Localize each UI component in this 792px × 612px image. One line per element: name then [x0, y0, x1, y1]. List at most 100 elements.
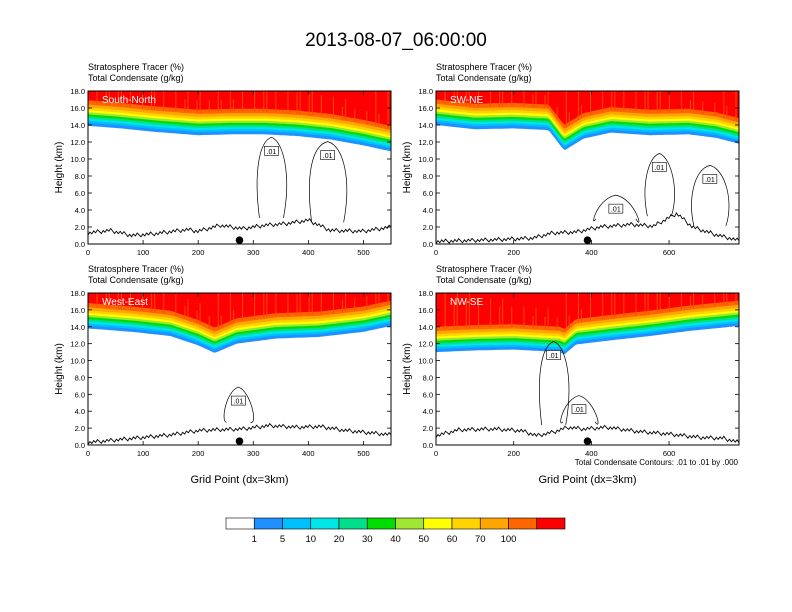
y-tick-label: 16.0 — [70, 306, 85, 315]
colorbar-label: 70 — [475, 534, 486, 545]
x-tick-label: 0 — [86, 449, 90, 458]
y-tick-label: 10.0 — [418, 357, 433, 366]
y-tick-label: 14.0 — [418, 323, 433, 332]
y-tick-label: 0.0 — [75, 240, 85, 249]
plot-frame — [87, 292, 392, 446]
left-title: Stratosphere Tracer (%) — [88, 264, 184, 274]
y-tick-label: 12.0 — [70, 138, 85, 147]
y-tick-label: 6.0 — [75, 189, 85, 198]
terrain-line — [88, 217, 391, 238]
y-tick-label: 8.0 — [75, 172, 85, 181]
y-tick-label: 6.0 — [75, 390, 85, 399]
x-axis-label: Grid Point (dx=3km) — [190, 474, 288, 486]
condensate-contour — [644, 153, 675, 217]
x-tick-label: 300 — [247, 449, 260, 458]
contour-label-box — [264, 146, 279, 156]
colorbar-swatch — [366, 517, 396, 530]
y-tick-label: 18.0 — [70, 87, 85, 96]
panel-sw-ne: .01 .01 .01 SW-NE Stratosphere Tracer (%)Tot… — [402, 62, 740, 257]
left-title: Stratosphere Tracer (%) — [436, 62, 532, 72]
panel-west-east: .01 West-East Stratosphere Tracer (%)Total… — [54, 264, 392, 486]
y-tick-label: 0.0 — [423, 441, 433, 450]
y-tick-label: 14.0 — [418, 121, 433, 130]
colorbar-swatch — [253, 517, 283, 530]
contour-label: .01 — [654, 165, 664, 172]
plot-area: .01 — [88, 293, 391, 445]
site-marker — [583, 437, 592, 445]
contour-label: .01 — [234, 399, 244, 406]
contour-label-box — [702, 174, 718, 184]
colorbar-swatch — [282, 517, 312, 530]
x-tick-label: 200 — [192, 449, 205, 458]
x-tick-label: 0 — [434, 449, 438, 458]
panel-label: NW-SE — [450, 297, 483, 308]
left-title: Stratosphere Tracer (%) — [88, 62, 184, 72]
y-tick-label: 0.0 — [423, 240, 433, 249]
colorbar-swatch — [225, 517, 255, 530]
plot-frame — [435, 292, 740, 446]
x-tick-label: 0 — [434, 248, 438, 257]
plot-frame — [87, 90, 392, 245]
y-tick-label: 8.0 — [423, 172, 433, 181]
y-tick-label: 18.0 — [418, 289, 433, 298]
condensate-contour — [539, 341, 570, 426]
panel-label: South-North — [102, 95, 156, 106]
plot-frame — [435, 90, 740, 245]
contour-label-box — [231, 395, 246, 406]
x-tick-label: 500 — [357, 449, 370, 458]
contour-label: .01 — [549, 353, 559, 360]
left-subtitle: Total Condensate (g/kg) — [436, 73, 532, 83]
left-subtitle: Total Condensate (g/kg) — [88, 275, 184, 285]
colorbar-label: 30 — [362, 534, 373, 545]
site-marker — [235, 437, 244, 445]
colorbar-swatch — [536, 517, 566, 530]
x-tick-label: 100 — [137, 248, 150, 257]
y-axis-label: Height (km) — [402, 343, 413, 395]
panels-group: .01 .01 South-North Stratosphere Tracer (%)… — [54, 62, 740, 486]
colorbar-swatch — [310, 517, 340, 530]
colorbar-swatch — [451, 517, 481, 530]
condensate-contour — [223, 386, 254, 423]
x-tick-label: 200 — [192, 248, 205, 257]
y-tick-label: 8.0 — [423, 373, 433, 382]
colorbar-swatch — [423, 517, 453, 530]
contour-label: .01 — [574, 407, 584, 414]
x-tick-label: 600 — [663, 449, 676, 458]
y-tick-label: 18.0 — [70, 289, 85, 298]
x-tick-label: 100 — [137, 449, 150, 458]
colorbar-label: 20 — [334, 534, 345, 545]
terrain-line — [436, 424, 739, 443]
x-tick-label: 400 — [585, 449, 598, 458]
y-tick-label: 4.0 — [75, 407, 85, 416]
y-tick-label: 16.0 — [70, 104, 85, 113]
x-tick-label: 400 — [585, 248, 598, 257]
colorbar-swatch — [508, 517, 538, 530]
y-tick-label: 14.0 — [70, 121, 85, 130]
contour-label-box — [320, 150, 335, 160]
colorbar-swatch — [395, 517, 425, 530]
y-axis-label: Height (km) — [54, 343, 65, 395]
y-tick-label: 2.0 — [75, 424, 85, 433]
panel-south-north: .01 .01 South-North Stratosphere Tracer (%)… — [54, 62, 392, 257]
panel-label: SW-NE — [450, 95, 483, 106]
contour-label-box — [571, 404, 587, 414]
colorbar: 1 5 10 20 30 40 50 60 70 100 — [225, 517, 566, 545]
y-tick-label: 16.0 — [418, 104, 433, 113]
y-tick-label: 0.0 — [75, 441, 85, 450]
y-tick-label: 12.0 — [70, 340, 85, 349]
y-tick-label: 4.0 — [423, 407, 433, 416]
contour-label: .01 — [267, 149, 277, 156]
y-tick-label: 10.0 — [418, 155, 433, 164]
colorbar-label: 1 — [252, 534, 257, 545]
colorbar-label: 5 — [280, 534, 285, 545]
contour-label-box — [608, 203, 624, 214]
y-tick-label: 2.0 — [423, 424, 433, 433]
y-tick-label: 6.0 — [423, 390, 433, 399]
y-tick-label: 16.0 — [418, 306, 433, 315]
y-axis-label: Height (km) — [54, 142, 65, 194]
terrain-line — [88, 422, 391, 445]
colorbar-label: 40 — [390, 534, 401, 545]
contour-label: .01 — [323, 153, 333, 160]
y-tick-label: 6.0 — [423, 189, 433, 198]
plot-area: .01 .01 .01 — [436, 91, 739, 244]
